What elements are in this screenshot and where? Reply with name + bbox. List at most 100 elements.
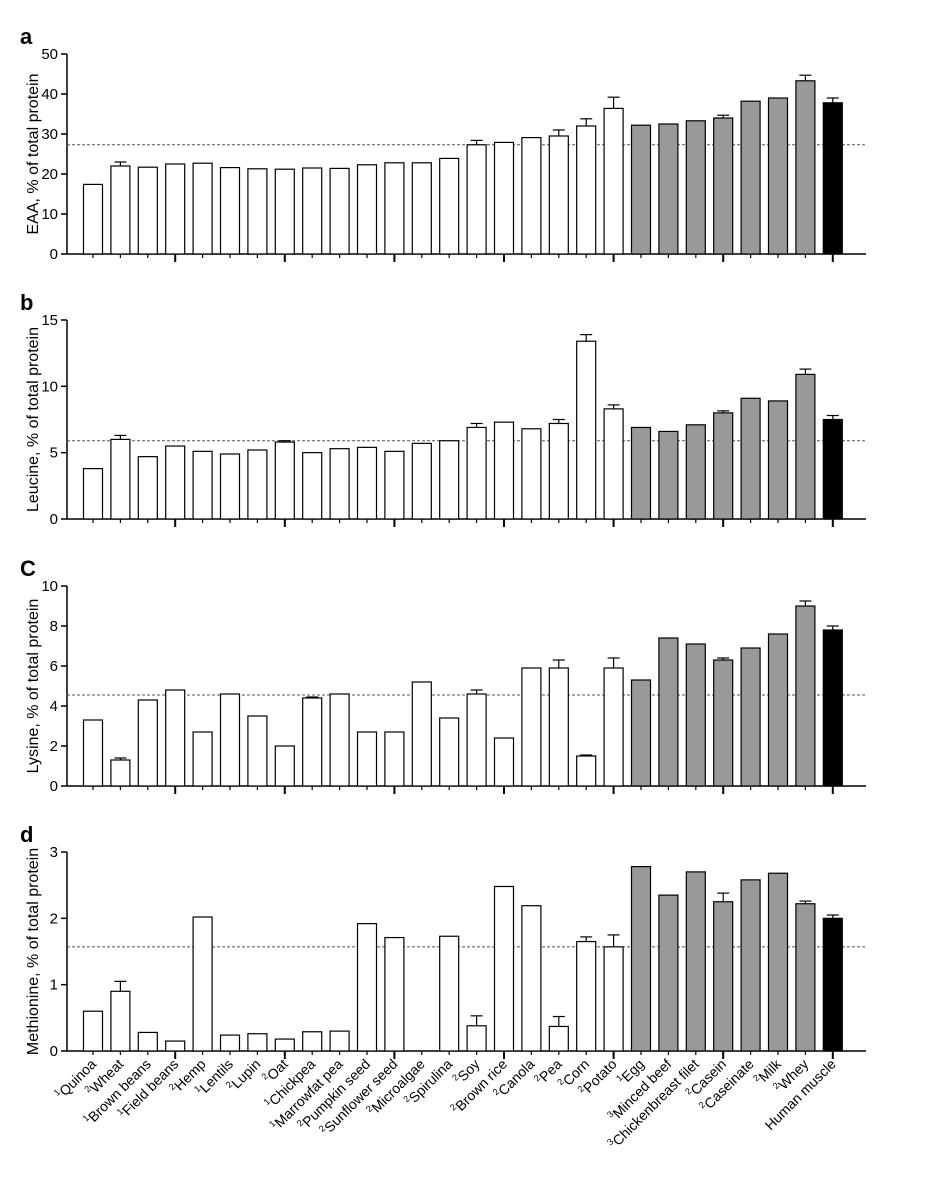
bar [439,935,460,1052]
bar [603,946,624,1052]
bar [356,731,378,787]
bar [685,643,706,787]
y-tick-label: 3 [50,844,58,861]
bar [110,759,131,787]
bar [165,445,186,520]
panel-letter: d [20,822,33,847]
bar [630,426,652,520]
bar [548,422,569,520]
category-superscript: 2 [82,1084,93,1095]
y-tick-label: 30 [41,126,58,143]
bar [110,165,131,255]
bar [685,424,706,520]
bar [110,438,131,520]
bar [466,144,487,255]
bar [740,879,761,1052]
bar [521,905,542,1052]
bar [439,157,460,255]
bar [329,167,350,255]
bar [466,1025,487,1052]
bar [658,123,679,255]
bar [576,755,597,787]
category-superscript: 2 [295,1118,306,1129]
bar [411,681,432,787]
bar [192,450,213,520]
y-tick-label: 5 [50,445,58,462]
panel-b: b Leucine, % of total protein 0 5 10 15 [20,290,866,528]
category-superscript: 2 [771,1080,782,1091]
bar [822,917,843,1052]
bar [165,1040,186,1052]
y-axis-label: Leucine, % of total protein [25,327,42,512]
bar [219,693,241,787]
y-tick-label: 0 [50,246,58,263]
bar [356,446,378,520]
bar [713,117,734,255]
bar [302,1031,323,1052]
category-superscript: 2 [576,1084,587,1095]
bar [82,1010,104,1052]
y-axis-label: EAA, % of total protein [25,74,42,235]
bar [274,745,295,787]
bar [247,449,268,520]
bar [630,124,652,255]
bar [165,163,186,255]
panel-a: a EAA, % of total protein 0 10 20 30 40 50 [20,24,866,263]
bar [82,183,104,255]
category-superscript: 2 [317,1123,328,1134]
bar [630,865,652,1052]
category-superscript: 1 [614,1073,625,1084]
category-superscript: 1 [192,1084,203,1095]
bar [493,885,515,1052]
panel-letter: a [20,24,33,49]
y-tick-label: 15 [41,312,58,329]
bar [439,440,460,520]
y-axis-label: Methionine, % of total protein [25,848,42,1055]
bar [493,421,515,520]
category-superscript: 1 [81,1113,92,1124]
bar [192,731,213,787]
bar [192,162,213,255]
bar [767,97,789,255]
bar [576,940,597,1052]
bar [603,107,624,255]
category-superscript: 2 [259,1071,270,1082]
panel-c: C Lysine, % of total protein 0 2 4 6 8 10 [20,556,866,795]
bar [356,164,378,255]
bar [685,120,706,255]
bar [713,659,734,787]
category-superscript: 2 [224,1079,235,1090]
y-tick-label: 0 [50,511,58,528]
bar [767,872,789,1052]
y-tick-label: 6 [50,658,58,675]
bar [493,737,515,787]
y-tick-label: 50 [41,46,58,63]
category-superscript: 1 [267,1118,278,1129]
bar [493,141,515,255]
bar [411,162,432,255]
y-tick-label: 8 [50,618,58,635]
y-tick-label: 1 [50,977,58,994]
bar [329,693,350,787]
bar [137,166,158,255]
bar [302,452,323,520]
bar [658,637,679,787]
y-tick-label: 20 [41,166,58,183]
panel-letter: b [20,290,33,315]
bar [219,453,241,520]
bar [219,1034,241,1052]
y-tick-label: 4 [50,698,58,715]
bar [165,689,186,787]
bar [548,1025,569,1052]
bar [521,667,542,787]
bar [192,916,213,1052]
bar [247,715,268,787]
y-tick-label: 40 [41,86,58,103]
bar [439,717,460,787]
bar [274,1038,295,1052]
bar [411,442,432,520]
category-superscript: 2 [555,1077,566,1088]
bar [274,441,295,520]
